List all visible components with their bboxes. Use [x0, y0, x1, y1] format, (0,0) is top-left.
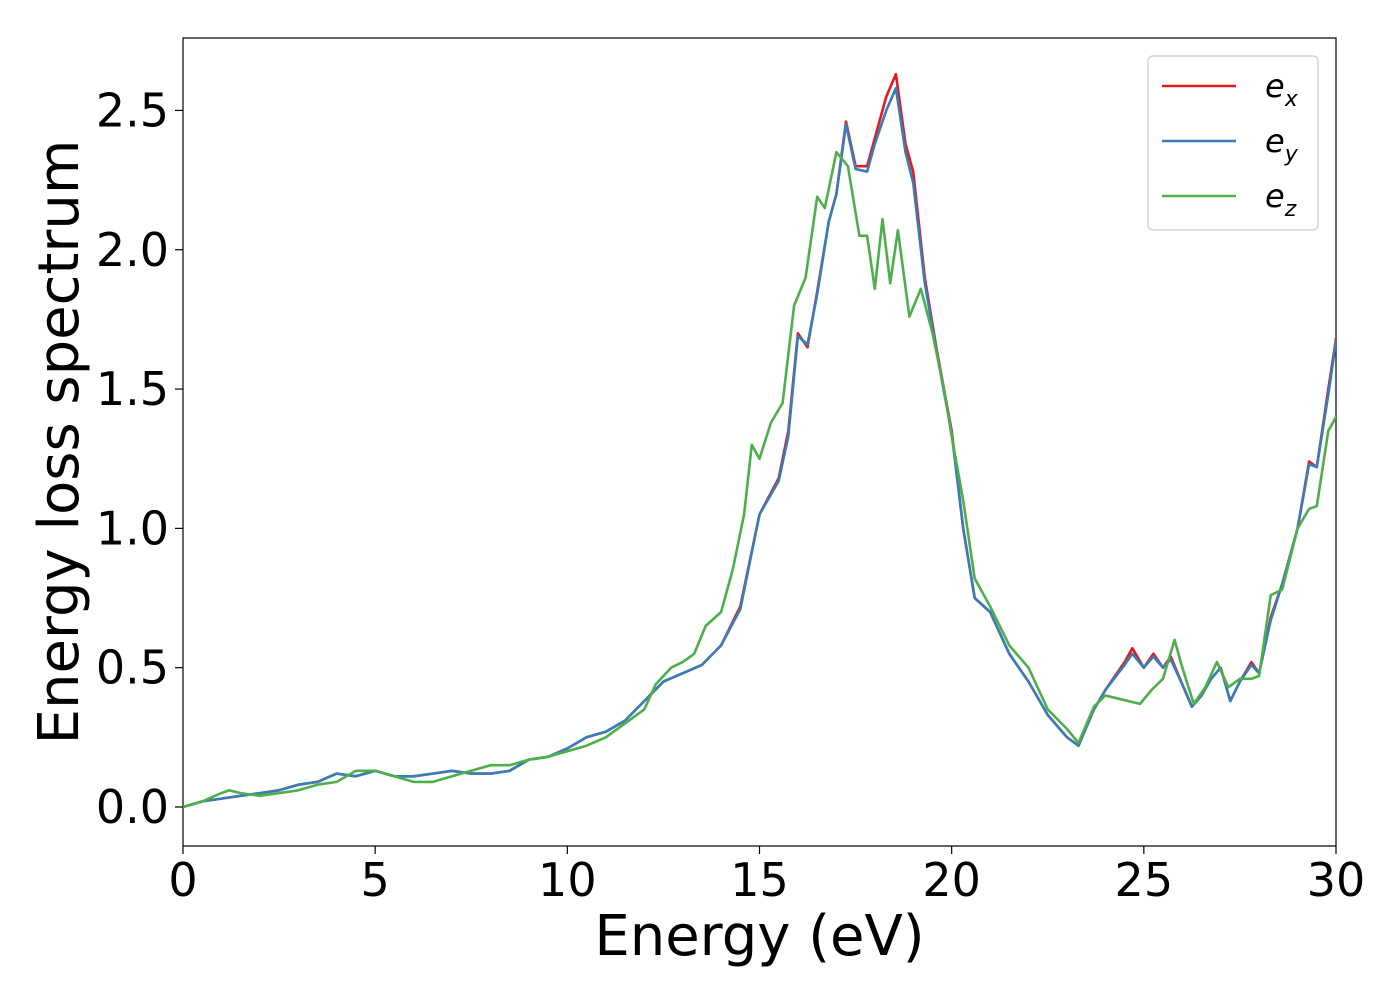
legend-label-y: ey [1265, 122, 1299, 167]
x-axis: 0 5 10 15 20 25 30 [168, 846, 1365, 907]
legend-label-z: ez [1265, 177, 1297, 222]
y-axis-title: Energy loss spectrum [27, 140, 92, 745]
series-layer [183, 72, 1336, 809]
y-tick-label: 1.5 [96, 362, 169, 416]
x-tick-label: 0 [168, 853, 197, 907]
x-tick-label: 15 [730, 853, 789, 907]
legend-label-x: ex [1265, 67, 1299, 112]
x-tick-label: 30 [1307, 853, 1366, 907]
y-tick-label: 2.5 [96, 83, 169, 137]
x-tick-label: 10 [538, 853, 597, 907]
y-tick-label: 0.5 [96, 641, 169, 695]
legend: ex ey ez [1147, 55, 1319, 231]
y-axis: 0.0 0.5 1.0 1.5 2.0 2.5 [96, 83, 183, 834]
y-tick-label: 1.0 [96, 501, 169, 555]
legend-box [1147, 55, 1319, 231]
x-tick-label: 25 [1115, 853, 1174, 907]
x-tick-label: 5 [361, 853, 390, 907]
y-tick-label: 2.0 [96, 223, 169, 277]
series-line-z [183, 150, 1336, 809]
x-tick-label: 20 [922, 853, 981, 907]
x-axis-title: Energy (eV) [594, 904, 924, 969]
y-tick-label: 0.0 [96, 780, 169, 834]
